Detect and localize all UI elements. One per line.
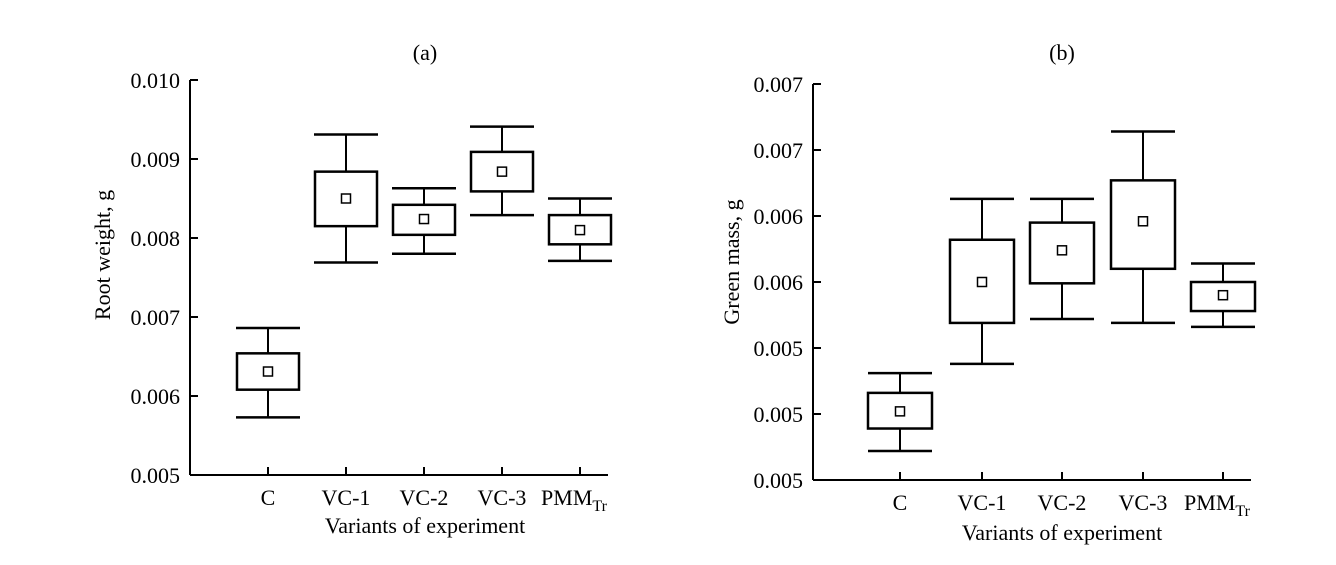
x-tick-label: PMMTr — [541, 485, 608, 515]
y-tick-label: 0.005 — [131, 463, 181, 488]
box — [391, 203, 457, 237]
y-tick-label: 0.010 — [131, 68, 181, 93]
x-tick-label-subscript: Tr — [1235, 503, 1250, 520]
x-tick-label: VC-1 — [958, 490, 1007, 515]
mean-marker — [262, 366, 274, 377]
y-tick-label: 0.008 — [131, 226, 181, 251]
x-tick-label: C — [261, 485, 276, 510]
mean-marker — [894, 406, 906, 417]
y-axis-label: Green mass, g — [719, 199, 744, 324]
mean-marker — [976, 276, 988, 288]
box — [866, 391, 934, 430]
mean-marker — [574, 224, 586, 236]
y-tick-label: 0.007 — [754, 138, 804, 163]
box — [235, 352, 301, 391]
x-tick-label-base: PMM — [541, 485, 592, 510]
x-tick-label: VC-2 — [1038, 490, 1087, 515]
x-tick-label: C — [893, 490, 908, 515]
y-tick-label: 0.005 — [754, 402, 804, 427]
y-tick-label: 0.007 — [131, 305, 181, 330]
mean-marker — [1056, 245, 1068, 256]
y-tick-label: 0.006 — [754, 204, 804, 229]
y-tick-label: 0.005 — [754, 336, 804, 361]
x-axis-label: Variants of experiment — [325, 513, 525, 538]
y-tick-label: 0.005 — [754, 468, 804, 493]
y-tick-label: 0.007 — [754, 72, 804, 97]
x-tick-label: VC-3 — [1119, 490, 1168, 515]
x-tick-label: VC-2 — [400, 485, 449, 510]
y-tick-label: 0.006 — [131, 384, 181, 409]
mean-marker — [418, 213, 430, 225]
x-tick-label: PMMTr — [1184, 490, 1251, 520]
mean-marker — [1137, 216, 1149, 227]
y-axis-label: Root weight, g — [90, 190, 115, 320]
x-tick-label-subscript: Tr — [592, 498, 607, 515]
mean-marker — [496, 166, 508, 177]
x-tick-label: VC-3 — [478, 485, 527, 510]
x-axis-label: Variants of experiment — [962, 520, 1162, 545]
y-tick-label: 0.006 — [754, 270, 804, 295]
panel-title: (b) — [1049, 40, 1075, 65]
x-tick-label-base: PMM — [1184, 490, 1235, 515]
panel-title: (a) — [413, 40, 437, 65]
y-tick-label: 0.009 — [131, 147, 181, 172]
mean-marker — [340, 193, 352, 204]
x-tick-label: VC-1 — [322, 485, 371, 510]
mean-marker — [1217, 289, 1229, 301]
